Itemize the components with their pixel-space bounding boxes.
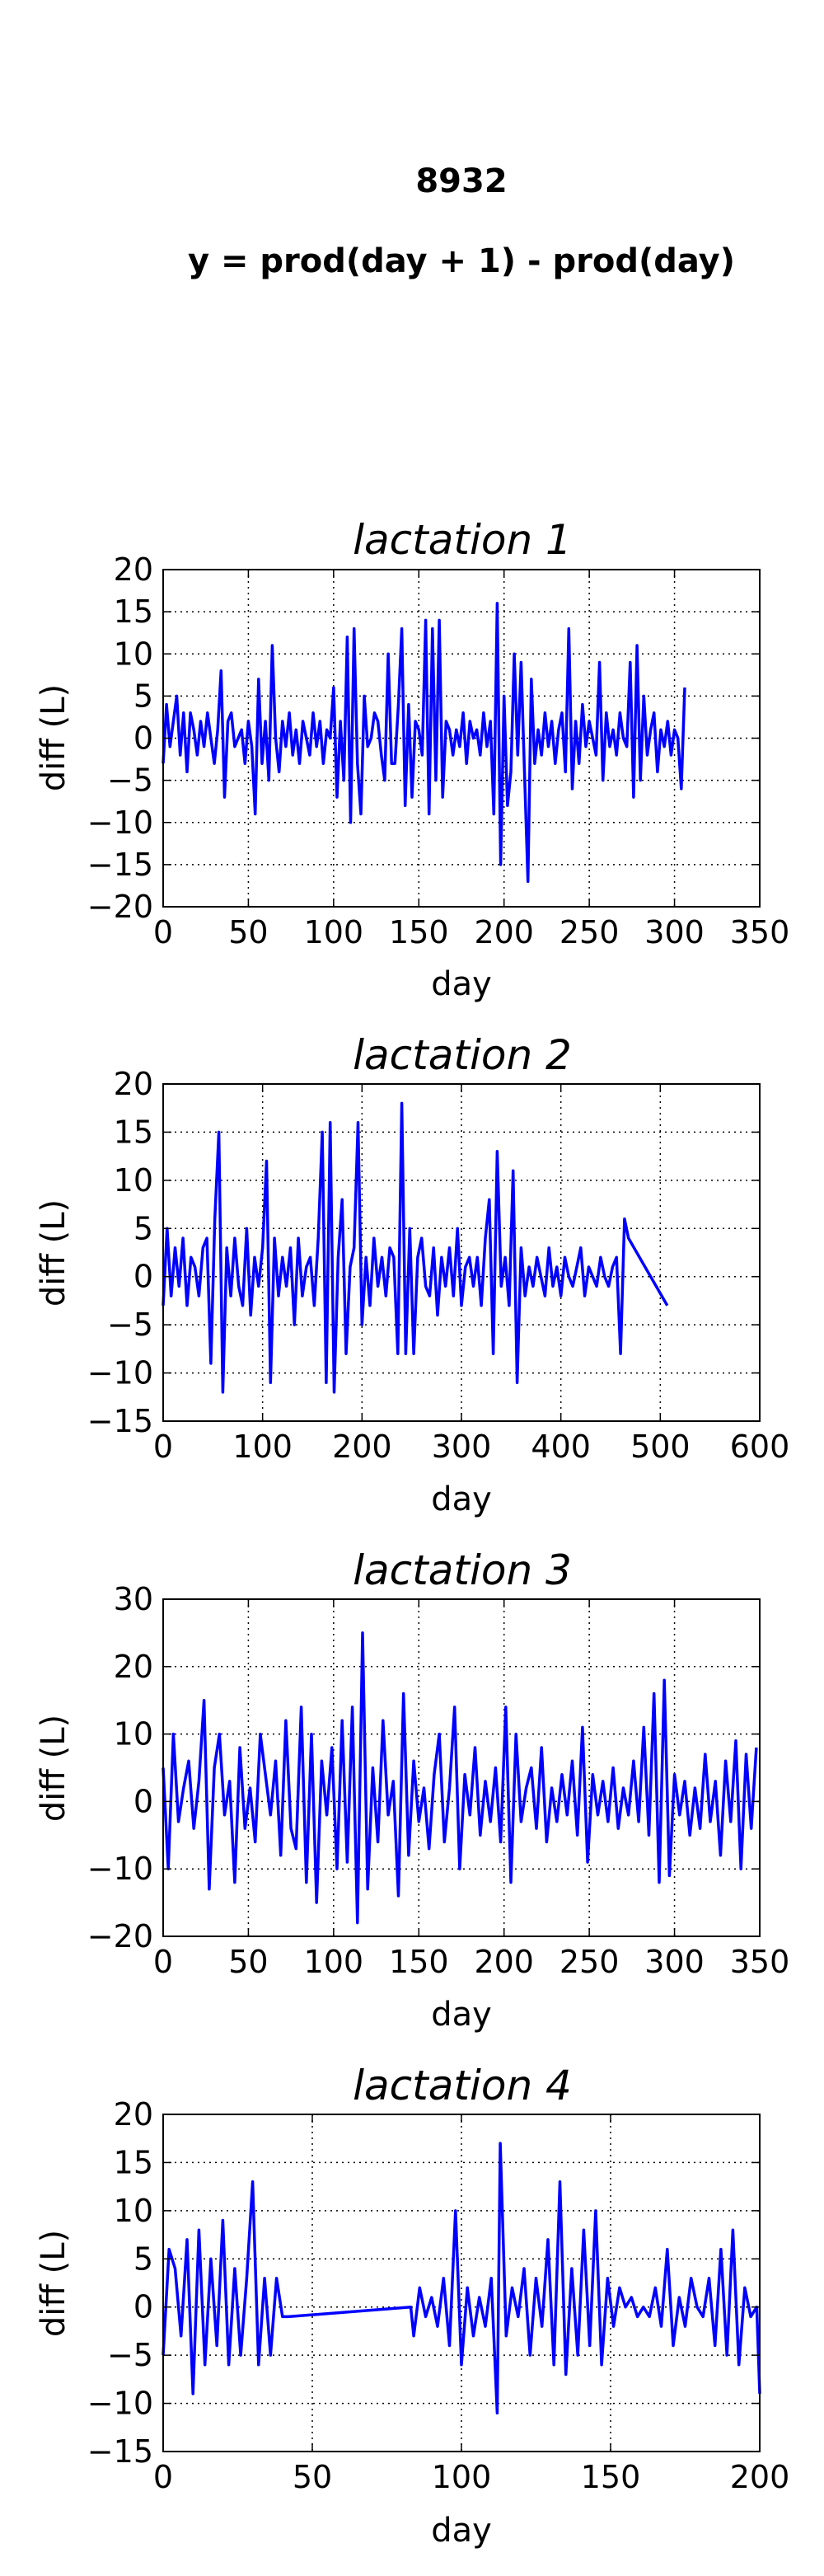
y-tick-label: 5 <box>133 1210 153 1246</box>
series-line <box>162 1101 669 1394</box>
y-tick-label: −20 <box>87 1918 153 1954</box>
x-axis-label: day <box>431 1996 492 2034</box>
x-tick-label: 300 <box>644 914 705 950</box>
series-line <box>162 2142 761 2415</box>
y-axis-label: diff (L) <box>35 2230 73 2337</box>
x-tick-label: 100 <box>304 1944 364 1980</box>
figure-subtitle: y = prod(day + 1) - prod(day) <box>188 242 735 280</box>
x-tick-label: 100 <box>432 2459 492 2495</box>
plot-area: 0 50 100 150 200 250 300 350 −20 −10 0 10 20 30 <box>87 1581 789 1980</box>
y-tick-label: 20 <box>114 551 153 588</box>
y-tick-label: 20 <box>114 1649 153 1685</box>
x-tick-label: 350 <box>730 914 790 950</box>
y-tick-label: 5 <box>133 678 153 714</box>
x-tick-label: 150 <box>389 914 449 950</box>
y-tick-label: 30 <box>114 1581 153 1617</box>
x-tick-label: 50 <box>228 914 268 950</box>
plot-area: 0 50 100 150 200 −15 −10 −5 0 5 10 15 20 <box>87 2096 789 2495</box>
x-tick-label: 200 <box>474 914 534 950</box>
y-axis-label: diff (L) <box>35 684 73 791</box>
panel-lactation-2: lactation 2 diff (L) day 0 100 200 300 400 50… <box>35 1031 789 1518</box>
y-tick-label: −5 <box>107 1307 153 1343</box>
x-axis-label: day <box>431 965 492 1003</box>
panel-lactation-3: lactation 3 diff (L) day 0 50 100 150 200 250… <box>35 1546 789 2034</box>
x-tick-label: 0 <box>153 1944 173 1980</box>
plot-area: 0 50 100 150 200 250 300 350 −20 −15 −10 −5 0 5 10 15 20 <box>87 551 789 950</box>
plot-frame <box>162 1598 761 1937</box>
x-tick-label: 300 <box>432 1429 492 1465</box>
y-tick-label: 15 <box>114 594 153 630</box>
x-tick-label: 250 <box>559 914 620 950</box>
y-tick-label: 0 <box>133 1783 153 1819</box>
y-tick-label: 10 <box>114 1716 153 1753</box>
x-tick-label: 0 <box>153 914 173 950</box>
y-tick-label: −10 <box>87 2386 153 2422</box>
y-tick-label: −10 <box>87 1355 153 1391</box>
x-tick-label: 200 <box>332 1429 392 1465</box>
y-tick-label: 15 <box>114 2144 153 2180</box>
y-tick-label: 20 <box>114 1066 153 1102</box>
y-tick-label: −15 <box>87 1403 153 1439</box>
y-tick-label: −10 <box>87 805 153 841</box>
x-axis-label: day <box>431 1480 492 1518</box>
y-tick-label: −10 <box>87 1851 153 1887</box>
y-tick-label: −5 <box>107 762 153 799</box>
y-tick-label: 0 <box>133 2289 153 2325</box>
x-tick-label: 0 <box>153 1429 173 1465</box>
panel-title: lactation 4 <box>353 2062 572 2109</box>
x-tick-label: 50 <box>228 1944 268 1980</box>
series-line <box>162 1631 758 1925</box>
panel-title: lactation 2 <box>353 1031 572 1079</box>
y-tick-label: −5 <box>107 2337 153 2373</box>
x-tick-label: 200 <box>730 2459 790 2495</box>
x-tick-label: 350 <box>730 1944 790 1980</box>
y-tick-label: 0 <box>133 1259 153 1295</box>
y-tick-label: 5 <box>133 2241 153 2277</box>
y-tick-label: 0 <box>133 720 153 757</box>
y-tick-label: 10 <box>114 2193 153 2229</box>
y-tick-label: −15 <box>87 2433 153 2470</box>
y-tick-label: 20 <box>114 2096 153 2133</box>
x-tick-label: 200 <box>474 1944 534 1980</box>
y-tick-label: 10 <box>114 1162 153 1199</box>
x-tick-label: 0 <box>153 2459 173 2495</box>
plot-area: 0 100 200 300 400 500 600 −15 −10 −5 0 5 10 15 20 <box>87 1066 789 1465</box>
y-tick-label: 15 <box>114 1114 153 1150</box>
y-tick-label: −15 <box>87 847 153 883</box>
y-axis-label: diff (L) <box>35 1199 73 1307</box>
y-tick-label: 10 <box>114 636 153 672</box>
panel-title: lactation 3 <box>353 1546 572 1594</box>
panel-lactation-1: lactation 1 diff (L) day 0 50 100 150 200 250… <box>35 516 789 1003</box>
x-tick-label: 400 <box>531 1429 591 1465</box>
figure-title: 8932 <box>415 162 507 200</box>
x-axis-label: day <box>431 2512 492 2550</box>
x-tick-label: 600 <box>730 1429 790 1465</box>
x-tick-label: 500 <box>630 1429 691 1465</box>
x-tick-label: 100 <box>304 914 364 950</box>
y-axis-label: diff (L) <box>35 1715 73 1822</box>
series-line <box>162 602 686 884</box>
panel-title: lactation 1 <box>353 516 572 564</box>
x-tick-label: 50 <box>293 2459 332 2495</box>
x-tick-label: 150 <box>581 2459 641 2495</box>
x-tick-label: 150 <box>389 1944 449 1980</box>
panel-lactation-4: lactation 4 diff (L) day 0 50 100 150 200−15… <box>35 2062 789 2550</box>
x-tick-label: 300 <box>644 1944 705 1980</box>
x-tick-label: 250 <box>559 1944 620 1980</box>
y-tick-label: −20 <box>87 889 153 925</box>
x-tick-label: 100 <box>232 1429 293 1465</box>
